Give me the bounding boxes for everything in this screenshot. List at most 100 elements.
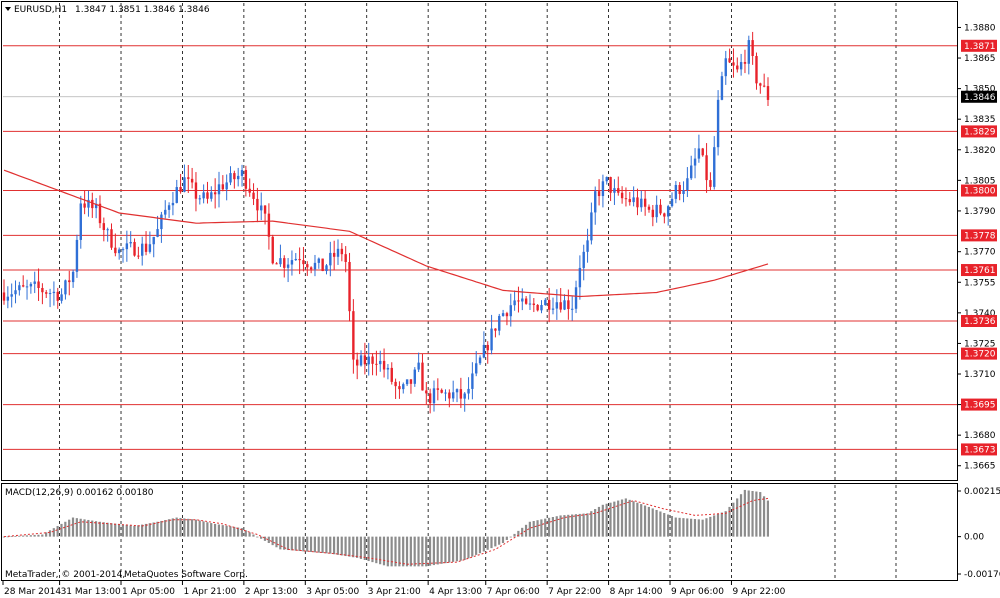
macd-bar xyxy=(574,514,578,537)
level-badge-label: 1.3778 xyxy=(964,231,996,241)
macd-bar xyxy=(663,512,666,537)
macd-bar xyxy=(601,504,604,537)
candle-body xyxy=(705,155,708,181)
candle-body xyxy=(551,308,555,310)
macd-bar xyxy=(137,525,140,537)
macd-bar xyxy=(283,536,286,550)
candle-body xyxy=(94,203,98,209)
macd-bar xyxy=(451,536,455,562)
candle-body xyxy=(302,260,305,265)
macd-bar xyxy=(52,528,55,537)
macd-bar xyxy=(755,491,758,537)
macd-bar xyxy=(29,535,32,537)
candle-body xyxy=(394,381,397,387)
y-tick-label: 1.3835 xyxy=(964,115,996,125)
candle-body xyxy=(79,203,82,240)
macd-bar xyxy=(286,536,290,551)
candle-body xyxy=(405,379,409,385)
copyright-prefix: MetaTrader, © 2001-2014, xyxy=(5,570,125,580)
macd-bar xyxy=(332,536,336,555)
candle-body xyxy=(732,62,735,66)
macd-bar xyxy=(14,536,17,537)
macd-bar xyxy=(559,515,562,537)
level-badge xyxy=(961,184,997,197)
macd-bar xyxy=(25,535,29,537)
macd-bar xyxy=(164,520,167,537)
candle-body xyxy=(440,389,443,393)
candle-body xyxy=(379,360,382,365)
candle-body xyxy=(279,258,282,265)
candle-body xyxy=(275,263,278,265)
macd-bar xyxy=(382,536,386,566)
macd-bar xyxy=(6,536,9,538)
macd-bar xyxy=(221,525,224,537)
candle-body xyxy=(674,184,678,199)
macd-bar xyxy=(148,523,151,537)
candle-body xyxy=(64,280,67,295)
level-badge-label: 1.3829 xyxy=(964,127,996,137)
candle-body xyxy=(45,292,48,294)
macd-bar xyxy=(455,536,459,562)
macd-bar xyxy=(87,519,90,537)
macd-bar xyxy=(390,536,393,567)
candle-body xyxy=(321,258,324,272)
macd-bar xyxy=(636,502,639,537)
macd-bar xyxy=(720,512,723,537)
candle-body xyxy=(402,384,405,390)
collapse-arrow-icon[interactable] xyxy=(5,7,11,11)
macd-bar xyxy=(728,506,731,537)
candle-body xyxy=(739,62,743,70)
candle-body xyxy=(267,213,271,237)
macd-bar xyxy=(605,503,608,537)
candle-body xyxy=(536,304,539,311)
candle-body xyxy=(743,62,747,64)
candle-body xyxy=(436,388,440,390)
macd-bar xyxy=(432,536,435,566)
candle-body xyxy=(563,300,566,310)
candle-body xyxy=(160,214,163,230)
macd-bar xyxy=(317,536,320,553)
macd-bar xyxy=(263,536,267,541)
candle-body xyxy=(686,178,689,191)
level-badge-label: 1.3871 xyxy=(964,42,996,52)
candle-body xyxy=(690,165,693,179)
candle-body xyxy=(617,188,620,193)
macd-label: MACD(12,26,9) 0.00162 0.00180 xyxy=(5,488,154,498)
candle-body xyxy=(117,249,121,254)
candle-body xyxy=(459,389,463,399)
macd-bar xyxy=(386,536,389,567)
candle-body xyxy=(202,192,205,199)
macd-bar xyxy=(670,516,674,537)
candle-body xyxy=(413,369,416,384)
macd-bar xyxy=(747,490,750,537)
candle-body xyxy=(524,298,528,304)
macd-bar xyxy=(444,536,447,564)
macd-bar xyxy=(233,526,236,537)
y-tick-label: 1.3725 xyxy=(964,339,996,349)
macd-bar xyxy=(524,524,528,537)
macd-bar xyxy=(567,514,570,537)
candle-body xyxy=(417,362,420,370)
candle-body xyxy=(547,299,551,310)
candle-body xyxy=(256,198,259,211)
macd-bar xyxy=(736,498,739,537)
candle-body xyxy=(655,204,658,218)
candle-body xyxy=(144,243,148,252)
macd-tick-label: 0.00215 xyxy=(964,487,1000,497)
candle-body xyxy=(359,355,363,366)
macd-bar xyxy=(379,536,382,565)
macd-bar xyxy=(33,534,36,537)
candle-body xyxy=(398,386,401,390)
candle-body xyxy=(701,148,704,156)
macd-bar xyxy=(371,536,374,563)
macd-bar xyxy=(363,536,366,560)
ohlc-label: 1.3847 1.3851 1.3846 1.3846 xyxy=(75,5,210,15)
candle-body xyxy=(217,184,221,195)
macd-bar xyxy=(540,519,543,537)
candle-body xyxy=(325,265,328,272)
candle-body xyxy=(636,197,639,208)
candle-body xyxy=(298,258,301,261)
current-price-label: 1.3846 xyxy=(964,93,996,103)
macd-bar xyxy=(659,511,662,537)
